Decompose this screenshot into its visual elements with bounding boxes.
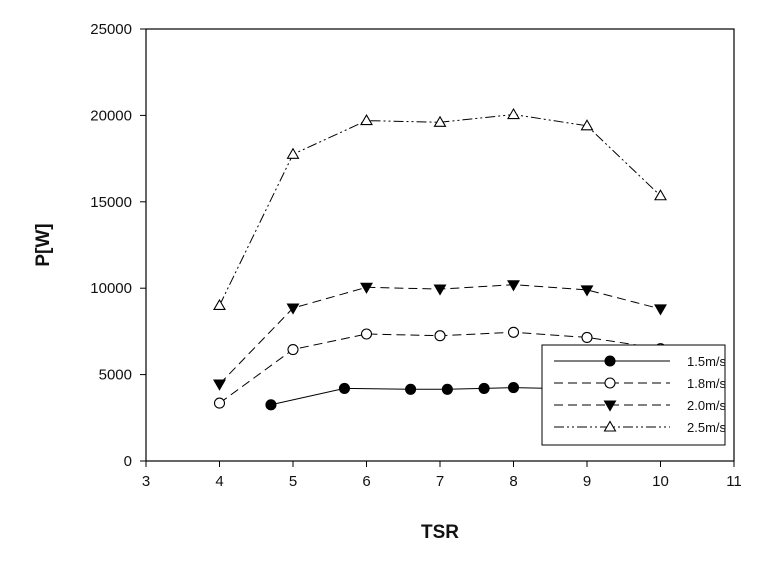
x-tick-label: 9 bbox=[583, 473, 591, 490]
data-point bbox=[286, 147, 300, 159]
y-tick-label: 5000 bbox=[99, 367, 132, 384]
y-tick-label: 10000 bbox=[90, 280, 132, 297]
data-point bbox=[654, 304, 667, 316]
tick-labels: 3 4 5 6 7 8 9 10 11 0 5000 10000 15000 20000 25000 bbox=[90, 21, 742, 490]
data-point bbox=[478, 382, 490, 394]
x-axis-title: TSR bbox=[421, 522, 459, 543]
legend-marker bbox=[604, 355, 616, 367]
x-tick-label: 10 bbox=[652, 473, 669, 490]
data-point bbox=[580, 119, 594, 131]
x-tick-label: 8 bbox=[509, 473, 517, 490]
x-tick-label: 7 bbox=[436, 473, 444, 490]
data-point bbox=[433, 284, 447, 296]
data-point bbox=[507, 326, 520, 338]
legend-marker bbox=[603, 420, 617, 432]
data-point bbox=[580, 285, 594, 297]
data-point bbox=[507, 107, 520, 120]
data-point bbox=[360, 113, 373, 126]
data-point bbox=[360, 282, 373, 294]
data-point bbox=[338, 382, 351, 394]
data-point bbox=[434, 330, 446, 342]
data-point bbox=[213, 379, 226, 391]
x-tick-label: 3 bbox=[142, 473, 150, 490]
x-tick-label: 4 bbox=[215, 473, 223, 490]
data-point bbox=[507, 280, 520, 292]
data-point bbox=[433, 115, 447, 127]
data-point bbox=[405, 383, 417, 395]
data-point bbox=[213, 298, 226, 311]
y-tick-label: 0 bbox=[124, 453, 132, 470]
legend-label: 2.0m/s bbox=[687, 398, 727, 413]
axis-ticks bbox=[140, 28, 735, 467]
data-point bbox=[441, 383, 453, 395]
series-markers bbox=[213, 107, 667, 411]
data-point bbox=[360, 328, 373, 340]
y-tick-label: 25000 bbox=[90, 21, 132, 38]
data-point bbox=[507, 382, 520, 394]
data-point bbox=[581, 331, 593, 343]
data-point bbox=[654, 189, 667, 201]
legend-label: 1.5m/s bbox=[687, 354, 727, 369]
y-axis-title: P[W] bbox=[33, 223, 54, 266]
data-point bbox=[265, 399, 277, 411]
series-line-3 bbox=[219, 113, 661, 306]
legend-label: 2.5m/s bbox=[687, 420, 727, 435]
y-tick-label: 15000 bbox=[90, 194, 132, 211]
data-point bbox=[286, 303, 300, 315]
x-tick-label: 6 bbox=[362, 473, 370, 490]
x-tick-label: 11 bbox=[726, 473, 742, 490]
data-point bbox=[287, 343, 299, 356]
legend-marker bbox=[604, 377, 616, 389]
legend-label: 1.8m/s bbox=[687, 376, 727, 391]
legend-box bbox=[541, 344, 726, 446]
x-tick-label: 5 bbox=[289, 473, 297, 490]
y-tick-label: 20000 bbox=[90, 107, 132, 124]
data-point bbox=[213, 397, 226, 409]
legend: 1.5m/s 1.8m/s 2.0m/s 2.5m/s bbox=[541, 344, 727, 446]
legend-marker bbox=[603, 400, 617, 412]
